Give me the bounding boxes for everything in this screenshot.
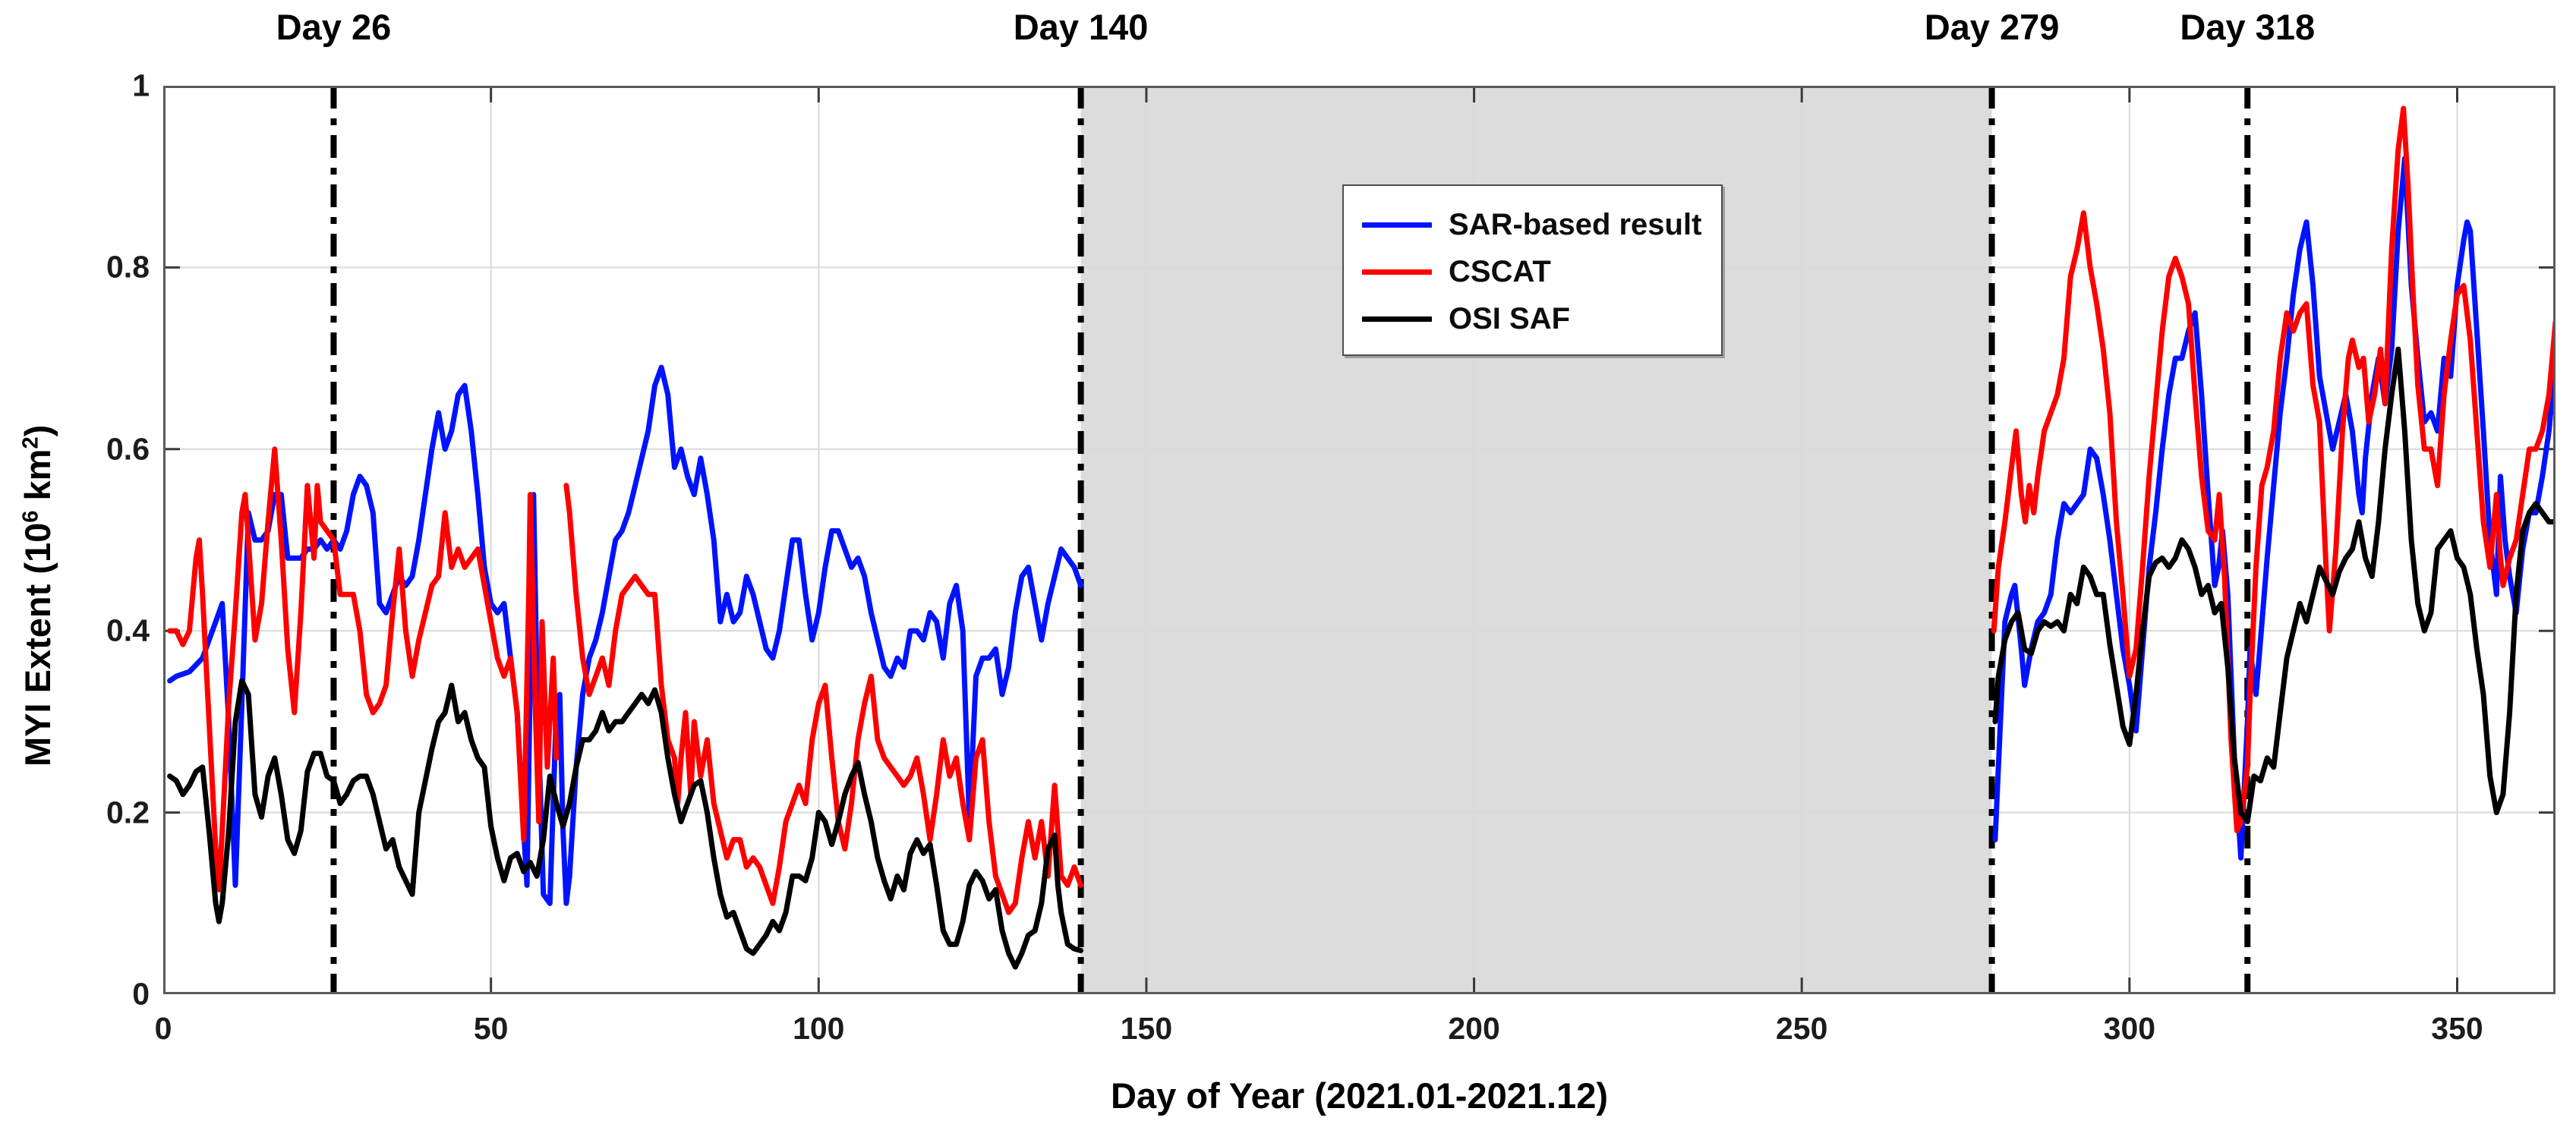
series-line-cscat	[167, 446, 560, 893]
day-marker-label-26: Day 26	[276, 7, 392, 47]
x-tick-label: 250	[1776, 1011, 1828, 1046]
y-axis-label: MYI Extent (106 km2)	[17, 425, 58, 767]
day-marker-label-318: Day 318	[2180, 7, 2316, 47]
series-line-cscat	[1991, 105, 2556, 833]
legend-item-sar: SAR-based result	[1362, 201, 1701, 248]
plot-area: SAR-based result CSCAT OSI SAF	[163, 86, 2556, 994]
x-axis-label: Day of Year (2021.01-2021.12)	[1111, 1075, 1608, 1116]
x-tick-label: 0	[154, 1011, 172, 1046]
series-line-cscat	[563, 483, 1084, 915]
legend-item-osisaf: OSI SAF	[1362, 295, 1701, 342]
legend-item-cscat: CSCAT	[1362, 248, 1701, 295]
legend-label-sar: SAR-based result	[1449, 207, 1702, 241]
x-tick-label: 100	[793, 1011, 845, 1046]
y-axis-label-sup2: 2	[18, 436, 43, 449]
y-tick-label: 0.6	[106, 431, 150, 467]
plot-border	[163, 86, 2556, 994]
x-tick-label: 350	[2431, 1011, 2483, 1046]
y-tick-label: 0.2	[106, 795, 150, 830]
day-marker-label-140: Day 140	[1013, 7, 1149, 47]
y-tick-label: 1	[132, 68, 150, 103]
series-line-sar-based-result	[1992, 156, 2556, 861]
legend-label-cscat: CSCAT	[1449, 254, 1551, 288]
day-marker-label-279: Day 279	[1924, 7, 2060, 47]
x-tick-label: 300	[2103, 1011, 2156, 1046]
legend: SAR-based result CSCAT OSI SAF	[1342, 184, 1723, 356]
x-tick-label: 150	[1120, 1011, 1173, 1046]
series-line-osi-saf	[1992, 346, 2556, 825]
y-tick-label: 0	[132, 976, 150, 1012]
legend-line-swatch-cscat	[1362, 269, 1432, 275]
y-axis-label-sup6: 6	[18, 510, 43, 523]
legend-label-osisaf: OSI SAF	[1449, 301, 1571, 335]
x-tick-label: 50	[473, 1011, 509, 1046]
series-line-osi-saf	[167, 678, 1084, 970]
series-line-sar-based-result	[167, 364, 1084, 906]
legend-line-swatch-sar	[1362, 222, 1432, 228]
y-tick-label: 0.4	[106, 612, 150, 648]
y-tick-label: 0.8	[106, 249, 150, 285]
x-tick-label: 200	[1448, 1011, 1500, 1046]
legend-line-swatch-osisaf	[1362, 316, 1432, 322]
